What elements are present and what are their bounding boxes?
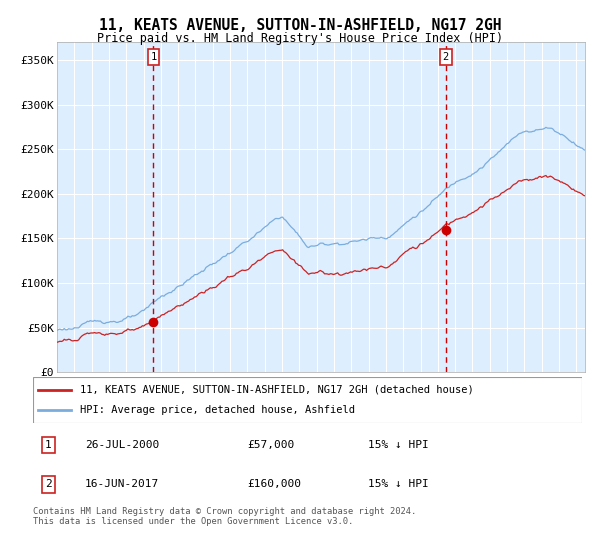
Text: 1: 1: [150, 52, 157, 62]
Text: 2: 2: [443, 52, 449, 62]
Text: 15% ↓ HPI: 15% ↓ HPI: [368, 440, 428, 450]
Text: 16-JUN-2017: 16-JUN-2017: [85, 479, 160, 489]
Text: £57,000: £57,000: [247, 440, 295, 450]
Text: 11, KEATS AVENUE, SUTTON-IN-ASHFIELD, NG17 2GH (detached house): 11, KEATS AVENUE, SUTTON-IN-ASHFIELD, NG…: [80, 385, 473, 395]
Text: 15% ↓ HPI: 15% ↓ HPI: [368, 479, 428, 489]
Text: 1: 1: [45, 440, 52, 450]
Text: 11, KEATS AVENUE, SUTTON-IN-ASHFIELD, NG17 2GH: 11, KEATS AVENUE, SUTTON-IN-ASHFIELD, NG…: [99, 18, 501, 33]
Text: 26-JUL-2000: 26-JUL-2000: [85, 440, 160, 450]
Text: HPI: Average price, detached house, Ashfield: HPI: Average price, detached house, Ashf…: [80, 405, 355, 415]
FancyBboxPatch shape: [33, 377, 582, 423]
Text: Price paid vs. HM Land Registry's House Price Index (HPI): Price paid vs. HM Land Registry's House …: [97, 32, 503, 45]
Text: £160,000: £160,000: [247, 479, 301, 489]
Text: 2: 2: [45, 479, 52, 489]
Text: Contains HM Land Registry data © Crown copyright and database right 2024.
This d: Contains HM Land Registry data © Crown c…: [33, 507, 416, 526]
